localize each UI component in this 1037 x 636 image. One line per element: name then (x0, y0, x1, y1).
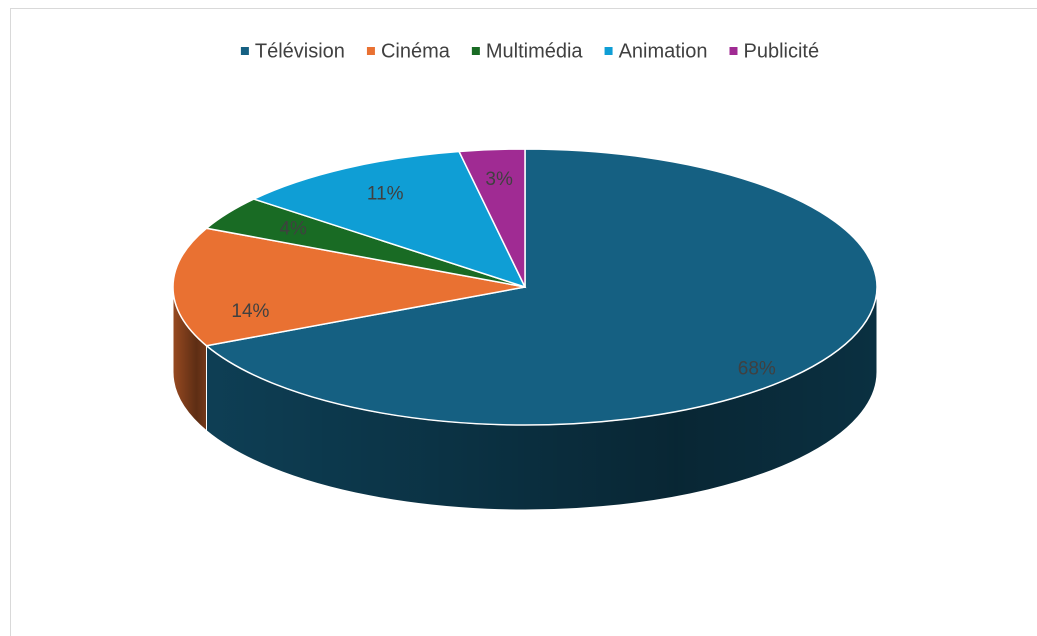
legend-swatch (471, 47, 480, 55)
legend-label: Télévision (255, 40, 345, 62)
pie-slice (457, 148, 526, 288)
data-label: 11% (367, 183, 404, 204)
data-label: 4% (279, 218, 307, 239)
legend-label: Cinéma (381, 40, 451, 62)
legend-label: Multimédia (486, 40, 584, 62)
data-label: 14% (231, 301, 269, 322)
legend-swatch (366, 47, 375, 55)
legend-swatch (240, 47, 249, 55)
data-label: 3% (485, 169, 513, 190)
legend: Télévision Cinéma Multimédia Animation Publi… (240, 40, 820, 62)
pie-slice (204, 148, 878, 426)
pie-slice (172, 227, 526, 347)
legend-swatch (604, 47, 613, 55)
legend-swatch (729, 47, 738, 55)
legend-label: Publicité (744, 40, 820, 62)
pie-slice (251, 150, 527, 289)
legend-label: Animation (619, 40, 708, 62)
data-label: 68% (738, 359, 776, 380)
